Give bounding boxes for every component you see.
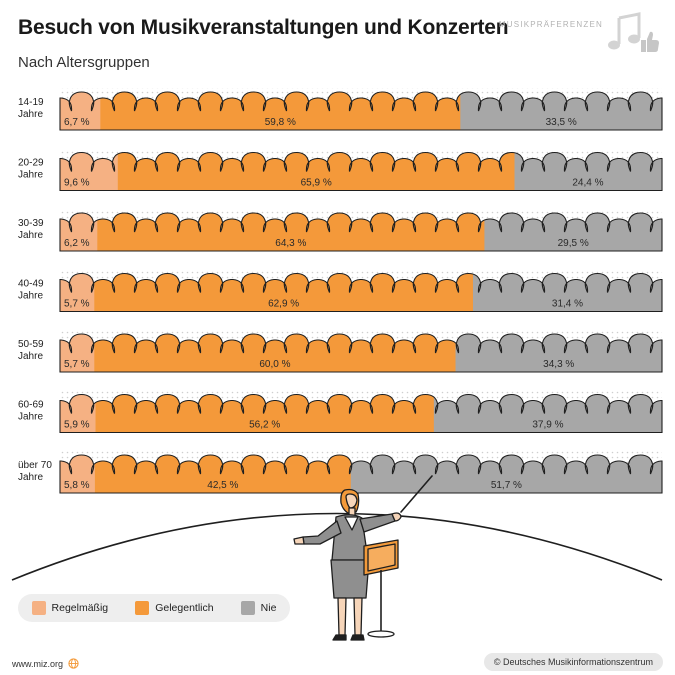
data-label: 24,4 % [572, 178, 603, 189]
conductor-scene [11, 475, 663, 641]
data-label: 5,8 % [64, 480, 90, 491]
music-stand [363, 539, 399, 638]
crowd-outline [59, 272, 663, 313]
legend-label: Gelegentlich [155, 602, 214, 614]
data-label: 9,6 % [64, 178, 90, 189]
data-label: 5,7 % [64, 359, 90, 370]
music-like-icon [608, 12, 659, 52]
data-label: 5,7 % [64, 299, 90, 310]
legend-item-regelmaessig: Regelmäßig [31, 601, 109, 615]
category-label: 30-39 [18, 218, 44, 229]
data-label: 59,8 % [265, 117, 296, 128]
chart-subtitle: Nach Altersgruppen [18, 54, 150, 71]
data-label: 64,3 % [275, 238, 306, 249]
legend: Regelmäßig Gelegentlich Nie [18, 594, 290, 622]
data-label: 62,9 % [268, 299, 299, 310]
category-label: Jahre [18, 351, 43, 362]
crowd-outline [59, 454, 663, 494]
data-label: 6,2 % [64, 238, 90, 249]
footer-url-text[interactable]: www.miz.org [12, 658, 64, 669]
conductor-figure [293, 475, 433, 641]
legend-label: Nie [260, 602, 277, 614]
bar-segment [97, 213, 485, 251]
legend-item-nie: Nie [240, 601, 277, 615]
legend-label: Regelmäßig [51, 602, 109, 614]
category-label: 50-59 [18, 339, 44, 350]
category-label: 60-69 [18, 400, 44, 411]
stage-arc [11, 512, 663, 581]
globe-icon [68, 658, 79, 669]
footer-copyright: © Deutsches Musikinformationszentrum [483, 653, 663, 671]
data-label: 29,5 % [558, 238, 589, 249]
data-label: 60,0 % [259, 359, 290, 370]
category-label: 14-19 [18, 97, 44, 108]
legend-item-gelegentlich: Gelegentlich [135, 601, 214, 615]
category-label: Jahre [18, 170, 43, 181]
legend-swatch [135, 601, 150, 615]
data-label: 37,9 % [532, 420, 563, 431]
category-label: Jahre [18, 291, 43, 302]
category-label: 20-29 [18, 158, 44, 169]
category-label: 40-49 [18, 279, 44, 290]
crowd-outline [59, 212, 663, 252]
category-label: Jahre [18, 109, 43, 120]
footer-link[interactable]: www.miz.org [12, 658, 79, 669]
category-label: Jahre [18, 412, 43, 423]
data-label: 42,5 % [207, 480, 238, 491]
data-label: 34,3 % [543, 359, 574, 370]
data-label: 31,4 % [552, 299, 583, 310]
category-label: Jahre [18, 472, 43, 483]
crowd-outline [59, 91, 663, 131]
data-label: 65,9 % [301, 178, 332, 189]
data-label: 33,5 % [546, 117, 577, 128]
data-label: 51,7 % [491, 480, 522, 491]
data-label: 5,9 % [64, 420, 90, 431]
crowd-outline [59, 151, 663, 192]
brand-badge: MUSIKPRÄFERENZEN [498, 8, 661, 56]
data-label: 56,2 % [249, 420, 280, 431]
crowd-outline [59, 333, 663, 373]
brand-label: MUSIKPRÄFERENZEN [498, 20, 603, 29]
crowd-outline [59, 393, 663, 434]
chart-title: Besuch von Musikveranstaltungen und Konz… [18, 16, 509, 39]
category-label: Jahre [18, 230, 43, 241]
legend-swatch [240, 601, 255, 615]
data-label: 6,7 % [64, 117, 90, 128]
legend-swatch [31, 601, 46, 615]
category-label: über 70 [18, 460, 52, 471]
